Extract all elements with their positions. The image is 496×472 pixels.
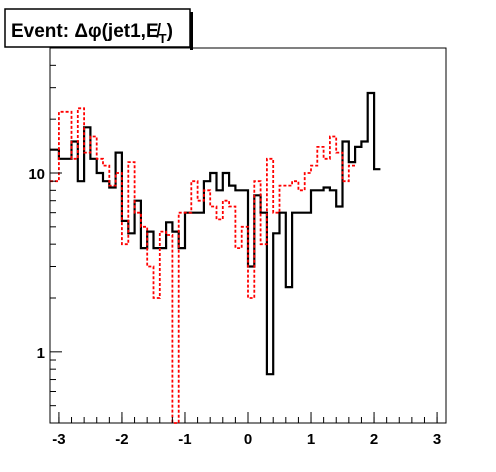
title-box-shadow bbox=[190, 12, 193, 50]
y-tick-label: 1 bbox=[37, 345, 45, 362]
y-tick-label: 10 bbox=[28, 166, 45, 183]
x-tick-label: 0 bbox=[244, 431, 252, 448]
chart-title: Event: Δφ(jet1,E̸T) bbox=[11, 21, 173, 46]
axis-layer: -3 -2 -1 0 1 2 3 1 10 bbox=[28, 47, 441, 448]
series-layer bbox=[50, 91, 381, 424]
x-tick-label: 1 bbox=[307, 431, 315, 448]
series-line-1 bbox=[50, 91, 381, 376]
x-tick-label: -2 bbox=[115, 431, 128, 448]
x-tick-label: -1 bbox=[178, 431, 191, 448]
x-tick-label: 2 bbox=[370, 431, 378, 448]
x-tick-label: -3 bbox=[52, 431, 65, 448]
x-tick-label: 3 bbox=[433, 431, 441, 448]
title-box bbox=[4, 8, 191, 48]
series-line-2 bbox=[50, 107, 356, 424]
